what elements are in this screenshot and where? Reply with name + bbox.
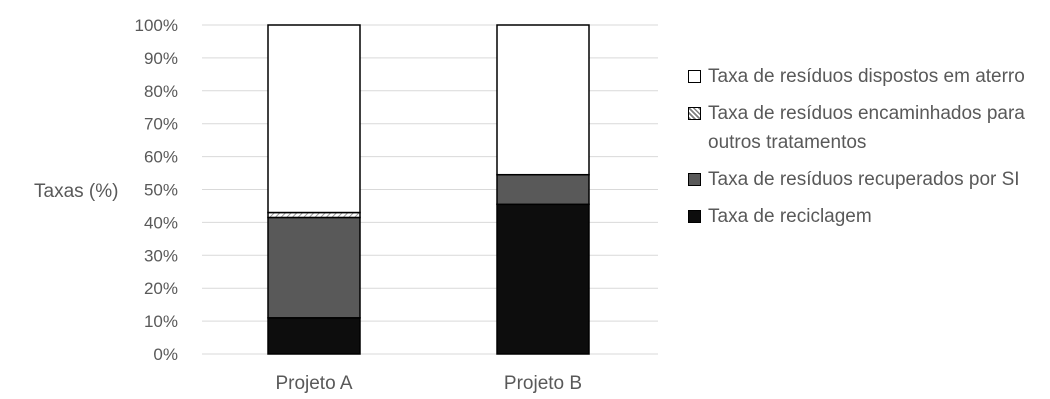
legend-item-reciclagem: Taxa de reciclagem (688, 202, 1038, 231)
y-tick-label: 100% (135, 16, 178, 35)
y-tick-label: 0% (153, 345, 178, 364)
bar-segment (267, 24, 361, 214)
legend-swatch-recuperados-si (688, 173, 701, 186)
chart-legend: Taxa de resíduos dispostos em aterro Tax… (688, 62, 1038, 239)
legend-swatch-reciclagem (688, 210, 701, 223)
y-tick-label: 10% (144, 312, 178, 331)
legend-item-recuperados-si: Taxa de resíduos recuperados por SI (688, 165, 1038, 194)
legend-swatch-aterro (688, 70, 701, 83)
y-tick-label: 90% (144, 49, 178, 68)
y-tick-label: 30% (144, 246, 178, 265)
y-tick-label: 60% (144, 148, 178, 167)
y-tick-label: 20% (144, 279, 178, 298)
bar-segment (267, 317, 361, 355)
y-tick-label: 40% (144, 213, 178, 232)
legend-label-aterro: Taxa de resíduos dispostos em aterro (708, 66, 1025, 87)
x-tick-label: Projeto A (275, 373, 352, 394)
bar-segment (496, 24, 590, 176)
legend-item-aterro: Taxa de resíduos dispostos em aterro (688, 62, 1038, 91)
legend-item-outros-tratamentos: Taxa de resíduos encaminhados para outro… (688, 99, 1038, 157)
y-tick-label: 80% (144, 82, 178, 101)
y-tick-label: 70% (144, 115, 178, 134)
bar-segment (496, 203, 590, 355)
legend-label-reciclagem: Taxa de reciclagem (708, 206, 872, 227)
bar-segment (496, 173, 590, 206)
bar-segment (267, 216, 361, 319)
legend-label-recuperados-si: Taxa de resíduos recuperados por SI (708, 169, 1020, 190)
y-axis-title: Taxas (%) (34, 181, 118, 202)
legend-swatch-outros-tratamentos (688, 107, 701, 120)
y-tick-label: 50% (144, 181, 178, 200)
legend-label-outros-tratamentos: Taxa de resíduos encaminhados para outro… (708, 103, 1025, 153)
x-tick-label: Projeto B (504, 373, 582, 394)
